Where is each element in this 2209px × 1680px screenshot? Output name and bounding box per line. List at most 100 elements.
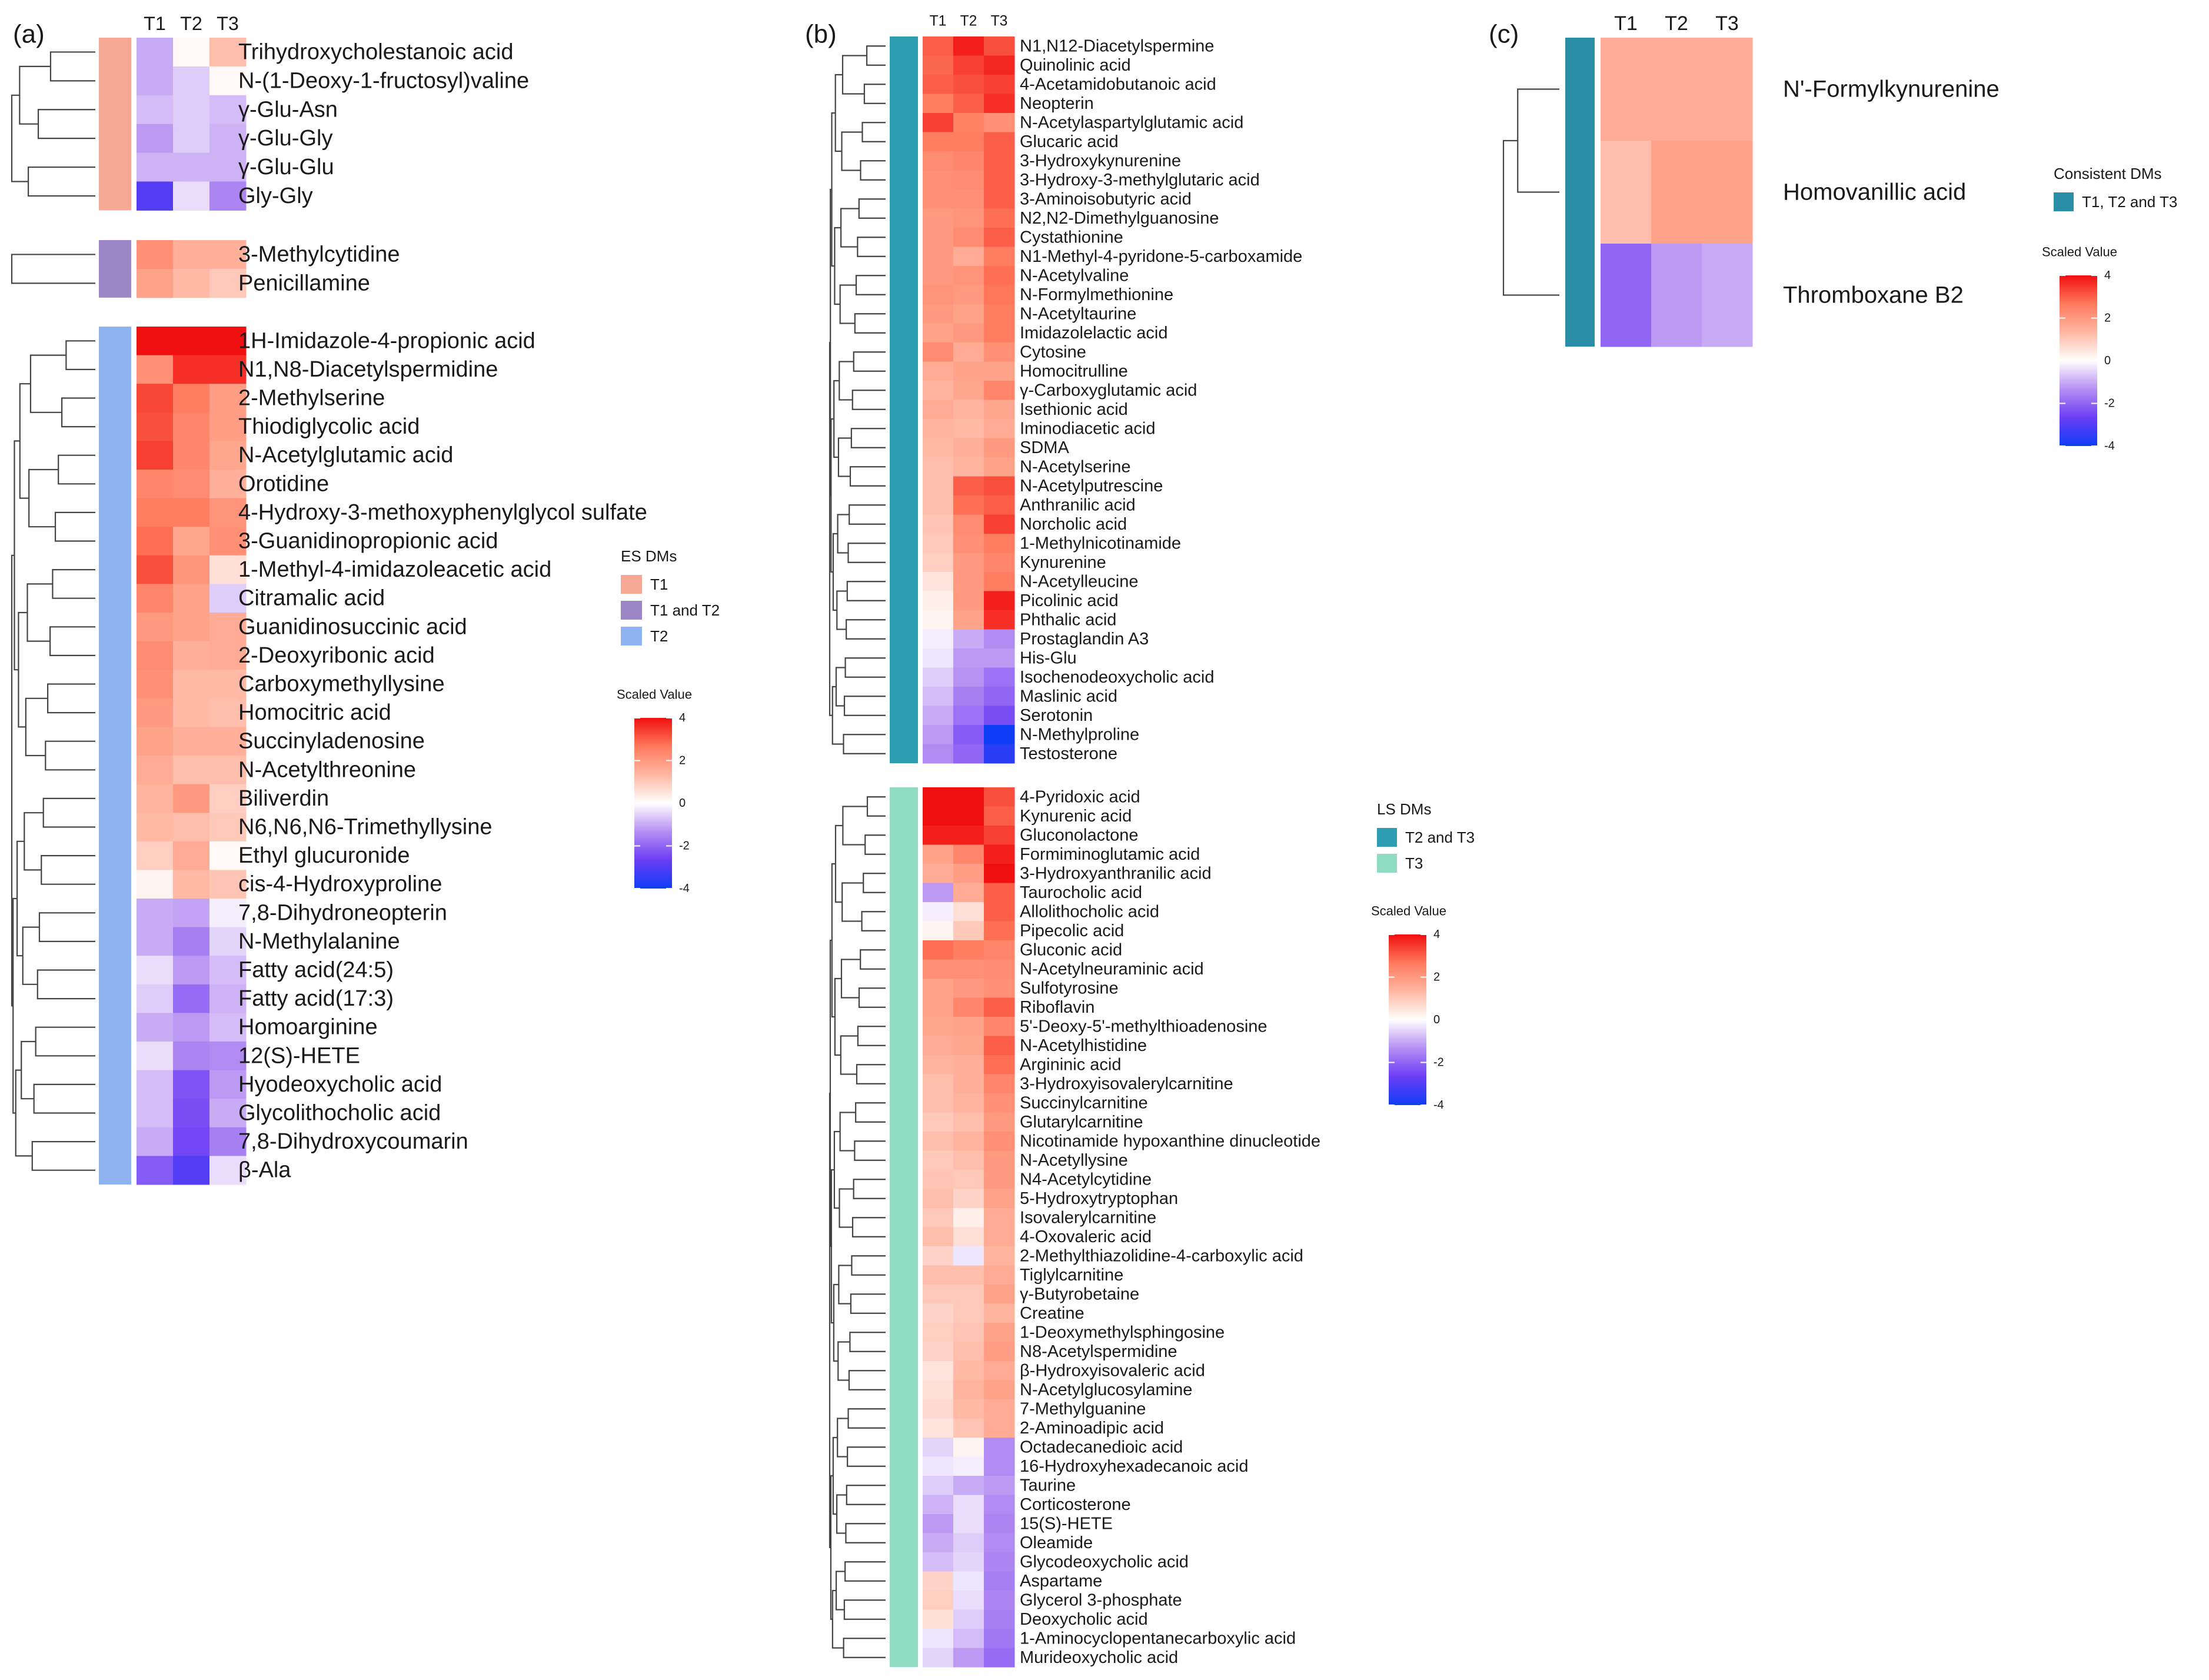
panel-a-heatmap-cell bbox=[137, 181, 174, 211]
panel-a-row-label: 7,8-Dihydroneopterin bbox=[238, 900, 447, 925]
panel-a-row-label: Trihydroxycholestanoic acid bbox=[238, 39, 513, 64]
panel-a-heatmap-cell bbox=[173, 355, 210, 384]
panel-c-row-label: N'-Formylkynurenine bbox=[1783, 76, 2000, 102]
panel-b-heatmap-cell bbox=[984, 36, 1015, 56]
panel-a-row-label: Fatty acid(24:5) bbox=[238, 958, 394, 983]
panel-a-heatmap-cell bbox=[209, 956, 247, 985]
panel-c-heatmap-cell bbox=[1651, 38, 1702, 141]
panel-a-heatmap-cell bbox=[209, 470, 247, 499]
panel-b-row-label: N-Acetyltaurine bbox=[1020, 304, 1136, 323]
panel-a-heatmap-cell bbox=[209, 584, 247, 613]
panel-b-row-label: Norcholic acid bbox=[1020, 515, 1127, 534]
panel-b-heatmap-cell bbox=[984, 1476, 1015, 1495]
panel-b-row-label: His-Glu bbox=[1020, 648, 1077, 667]
panel-b-heatmap-cell bbox=[923, 591, 954, 611]
panel-b-heatmap-cell bbox=[984, 534, 1015, 553]
panel-b-heatmap-cell bbox=[953, 997, 984, 1017]
panel-a-row-label: 4-Hydroxy-3-methoxyphenylglycol sulfate bbox=[238, 500, 647, 525]
panel-b-row-label: N-Methylproline bbox=[1020, 725, 1139, 744]
panel-c-legend-label: T1, T2 and T3 bbox=[2082, 193, 2177, 211]
panel-b-legend-swatch bbox=[1377, 854, 1397, 873]
panel-b-column-label: T3 bbox=[991, 14, 1008, 29]
panel-b-row-label: Isochenodeoxycholic acid bbox=[1020, 668, 1214, 687]
panel-a-dendrogram-branch bbox=[12, 897, 18, 1114]
panel-b-row-label: Glucaric acid bbox=[1020, 132, 1119, 151]
panel-a-dendrogram-branch bbox=[24, 812, 44, 871]
panel-c-column-label: T3 bbox=[1715, 12, 1739, 35]
panel-b-dendrogram-branch bbox=[863, 873, 886, 893]
panel-b-heatmap-cell bbox=[923, 648, 954, 668]
panel-b-dendrogram-branch bbox=[853, 1179, 886, 1199]
panel-b-heatmap-cell bbox=[984, 1132, 1015, 1151]
panel-a-heatmap-cell bbox=[137, 470, 174, 499]
panel-b-row-label: Kynurenine bbox=[1020, 553, 1106, 572]
panel-b-row-label: N-Acetylputrescine bbox=[1020, 477, 1163, 495]
panel-b-row-label: N-Acetylhistidine bbox=[1020, 1036, 1147, 1055]
panel-a-heatmap-cell bbox=[209, 670, 247, 699]
panel-b-group-annotation-bar bbox=[890, 36, 918, 763]
panel-b-dendrogram-branch bbox=[863, 84, 886, 104]
panel-b-heatmap-cell bbox=[953, 1361, 984, 1380]
panel-b-heatmap-cell bbox=[953, 266, 984, 285]
panel-b-heatmap-cell bbox=[984, 725, 1015, 744]
panel-a-dendrogram-branch bbox=[19, 65, 51, 125]
panel-c-colorbar bbox=[2060, 275, 2097, 446]
panel-b-heatmap-cell bbox=[923, 208, 954, 228]
panel-b-dendrogram-branch bbox=[829, 341, 833, 716]
panel-b-row-label: N-Acetylneuraminic acid bbox=[1020, 960, 1204, 979]
panel-b-heatmap-cell bbox=[984, 806, 1015, 826]
panel-b-heatmap-cell bbox=[984, 1285, 1015, 1304]
panel-a-heatmap-cell bbox=[137, 727, 174, 756]
panel-b-dendrogram-branch bbox=[834, 74, 843, 152]
panel-b-heatmap-cell bbox=[953, 806, 984, 826]
panel-b-row-label: Quinolinic acid bbox=[1020, 56, 1131, 75]
panel-a-heatmap-cell bbox=[209, 327, 247, 356]
panel-b-heatmap-cell bbox=[984, 1074, 1015, 1094]
panel-a-dendrogram-branch bbox=[47, 683, 95, 714]
panel-b-dendrogram-branch bbox=[838, 1265, 852, 1305]
panel-a-column-label: T1 bbox=[144, 13, 166, 34]
panel-a-heatmap-cell bbox=[173, 470, 210, 499]
panel-a-heatmap-cell bbox=[209, 870, 247, 899]
panel-b-heatmap-cell bbox=[923, 1074, 954, 1094]
panel-b-heatmap-cell bbox=[984, 826, 1015, 845]
panel-b-row-label: 7-Methylguanine bbox=[1020, 1399, 1146, 1418]
panel-a-heatmap-cell bbox=[173, 555, 210, 584]
panel-a-heatmap-cell bbox=[173, 1042, 210, 1071]
panel-b-heatmap-cell bbox=[923, 610, 954, 630]
panel-c-colorbar-tick-label: -2 bbox=[2104, 397, 2115, 410]
panel-b-heatmap-cell bbox=[923, 495, 954, 515]
panel-b-heatmap-cell bbox=[953, 1342, 984, 1362]
panel-b-heatmap-cell bbox=[953, 1380, 984, 1400]
panel-a-heatmap-cell bbox=[209, 441, 247, 470]
panel-a-heatmap-cell bbox=[209, 841, 247, 870]
panel-a-heatmap-cell bbox=[137, 327, 174, 356]
panel-b-heatmap-cell bbox=[923, 826, 954, 845]
panel-c: (c) T1 T2 T3 N'-Formylkynurenine Homovanillic… bbox=[1489, 12, 2177, 453]
panel-b-colorbar-tick-label: -2 bbox=[1433, 1056, 1444, 1069]
panel-a-heatmap-cell bbox=[137, 670, 174, 699]
panel-b-heatmap-cell bbox=[923, 94, 954, 114]
panel-b-dendrogram-branch bbox=[843, 1638, 886, 1658]
panel-a-heatmap-cell bbox=[173, 384, 210, 413]
panel-a-heatmap-cell bbox=[209, 784, 247, 813]
panel-b-dendrogram-branch bbox=[854, 313, 886, 334]
panel-b-heatmap-cell bbox=[953, 591, 984, 611]
panel-a-row-label: Guanidinosuccinic acid bbox=[238, 614, 467, 639]
panel-b-heatmap-cell bbox=[984, 959, 1015, 979]
panel-b-colorbar-tick-label: 4 bbox=[1433, 928, 1440, 941]
panel-a-heatmap-cell bbox=[173, 95, 210, 125]
panel-a-dendrogram-branch bbox=[38, 912, 95, 942]
panel-a-heatmap-cell bbox=[173, 1099, 210, 1128]
panel-b-row-label: Phthalic acid bbox=[1020, 610, 1116, 629]
panel-b-row-label: N-Acetylvaline bbox=[1020, 266, 1129, 285]
panel-a-dendrogram-branch bbox=[11, 554, 15, 1007]
panel-b-heatmap-cell bbox=[984, 1533, 1015, 1553]
panel-b-heatmap-cell bbox=[984, 304, 1015, 324]
panel-b-colorbar-tick-label: 2 bbox=[1433, 971, 1440, 984]
panel-b-dendrogram-branch bbox=[846, 581, 886, 601]
panel-b-heatmap-cell bbox=[923, 285, 954, 305]
panel-b-heatmap-cell bbox=[953, 1227, 984, 1247]
panel-c-heatmap-cell bbox=[1601, 244, 1652, 347]
